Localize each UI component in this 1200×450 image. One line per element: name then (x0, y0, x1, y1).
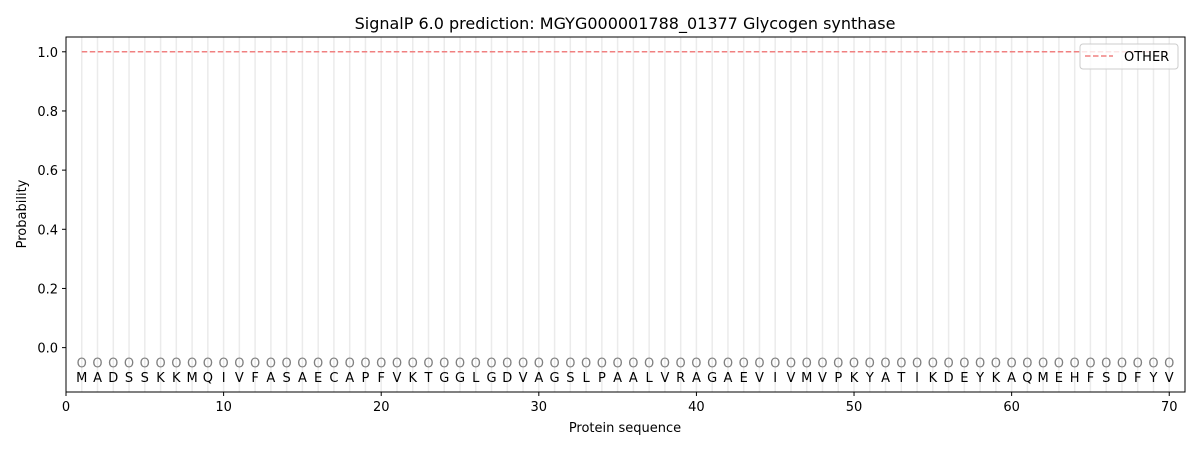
position-label: O (439, 356, 449, 371)
position-label: O (581, 356, 591, 371)
x-tick-label: 70 (1161, 400, 1178, 415)
grid (81, 37, 1170, 392)
position-label: O (959, 356, 969, 371)
position-label: O (1085, 356, 1095, 371)
position-label: O (691, 356, 701, 371)
position-label: O (1070, 356, 1080, 371)
position-label: O (802, 356, 812, 371)
position-label: O (1117, 356, 1127, 371)
position-label: O (250, 356, 260, 371)
position-label: O (707, 356, 717, 371)
position-label: O (486, 356, 496, 371)
position-label: O (297, 356, 307, 371)
position-label: O (928, 356, 938, 371)
x-axis-label: Protein sequence (569, 421, 681, 436)
position-label: O (408, 356, 418, 371)
x-tick-label: 60 (1003, 400, 1020, 415)
position-label: O (392, 356, 402, 371)
position-label: O (471, 356, 481, 371)
legend-box (1079, 43, 1179, 70)
position-label: O (613, 356, 623, 371)
position-label: O (865, 356, 875, 371)
position-label: O (723, 356, 733, 371)
position-label: O (455, 356, 465, 371)
chart-title: SignalP 6.0 prediction: MGYG000001788_01… (355, 14, 896, 34)
position-label: O (644, 356, 654, 371)
position-label: O (912, 356, 922, 371)
position-label: O (155, 356, 165, 371)
position-label: O (754, 356, 764, 371)
position-label: O (676, 356, 686, 371)
plot-frame (65, 36, 1186, 393)
position-label: O (1133, 356, 1143, 371)
position-label: O (786, 356, 796, 371)
x-tick-label: 0 (62, 400, 70, 415)
position-label: O (329, 356, 339, 371)
position-label: O (1038, 356, 1048, 371)
residue-sequence: MADSSKKMQIVFASAECAPFVKTGGLGDVAGSLPAALVRA… (76, 371, 1174, 386)
y-tick-label: 1.0 (37, 46, 58, 61)
x-tick-label: 10 (215, 400, 232, 415)
y-tick-label: 0.2 (37, 282, 58, 297)
ticks: 0 10 20 30 40 50 60 70 0.0 0.2 0.4 0.6 0.8 1.0 (37, 46, 1177, 415)
position-label: O (849, 356, 859, 371)
position-label: O (1164, 356, 1174, 371)
legend-other-label: OTHER (1124, 50, 1169, 65)
position-label: O (597, 356, 607, 371)
position-label: O (218, 356, 228, 371)
position-label: O (92, 356, 102, 371)
legend: OTHER (1079, 43, 1179, 70)
position-label: O (266, 356, 276, 371)
y-tick-label: 0.0 (37, 342, 58, 357)
position-label: O (739, 356, 749, 371)
x-tick-label: 30 (531, 400, 548, 415)
position-label: O (140, 356, 150, 371)
position-label: O (1007, 356, 1017, 371)
position-label: O (502, 356, 512, 371)
x-tick-label: 40 (688, 400, 705, 415)
position-label: O (1054, 356, 1064, 371)
position-label: O (975, 356, 985, 371)
position-label: O (423, 356, 433, 371)
position-label: O (282, 356, 292, 371)
position-label: O (108, 356, 118, 371)
position-label: O (345, 356, 355, 371)
position-label: O (991, 356, 1001, 371)
position-label: O (124, 356, 134, 371)
position-label: O (833, 356, 843, 371)
position-label: O (234, 356, 244, 371)
position-label: O (549, 356, 559, 371)
x-tick-label: 50 (846, 400, 863, 415)
position-label: O (817, 356, 827, 371)
position-label: O (360, 356, 370, 371)
position-label: O (565, 356, 575, 371)
position-label: O (376, 356, 386, 371)
position-label: O (187, 356, 197, 371)
position-label: O (203, 356, 213, 371)
position-label: O (1148, 356, 1158, 371)
position-label: O (518, 356, 528, 371)
position-label: O (628, 356, 638, 371)
position-label: O (534, 356, 544, 371)
position-label: O (943, 356, 953, 371)
position-label: O (77, 356, 87, 371)
y-tick-label: 0.6 (37, 164, 58, 179)
x-tick-label: 20 (373, 400, 390, 415)
position-label: O (1022, 356, 1032, 371)
position-label: O (896, 356, 906, 371)
y-axis-label: Probability (15, 179, 30, 248)
position-label: O (313, 356, 323, 371)
y-tick-label: 0.8 (37, 105, 58, 120)
position-label: O (770, 356, 780, 371)
position-label: O (880, 356, 890, 371)
position-label: O (660, 356, 670, 371)
position-label: O (1101, 356, 1111, 371)
y-tick-label: 0.4 (37, 223, 58, 238)
position-label: O (171, 356, 181, 371)
